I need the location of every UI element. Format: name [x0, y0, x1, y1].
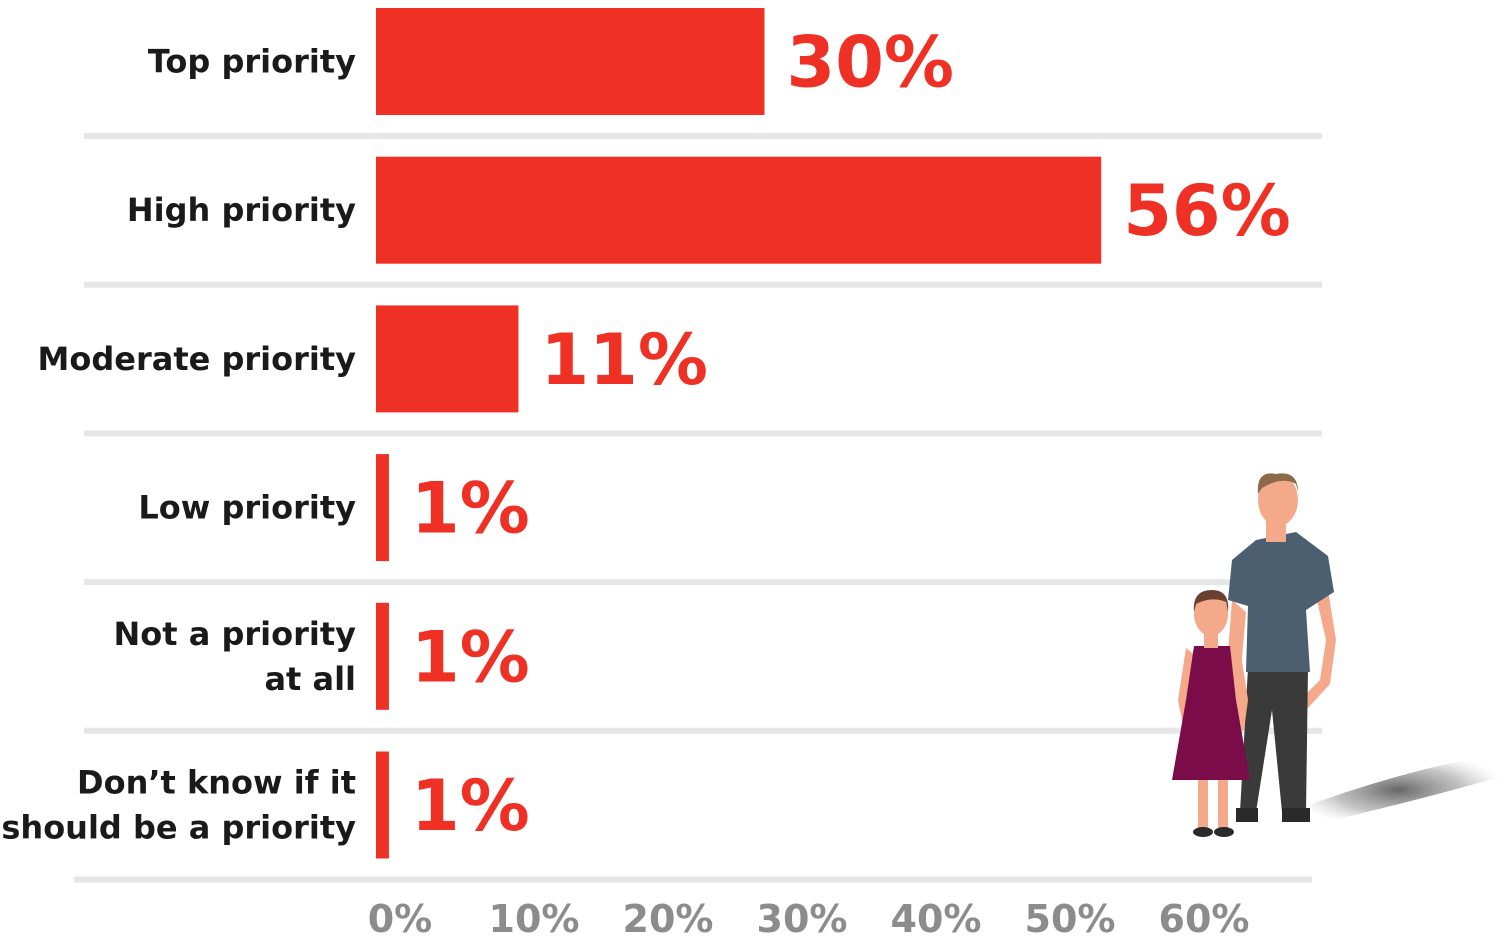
- man-shirt: [1228, 532, 1334, 672]
- girl-leg-right: [1218, 770, 1228, 830]
- value-label-2: 11%: [540, 319, 708, 401]
- man-shoe-left: [1236, 808, 1258, 822]
- bar-2: [376, 305, 519, 413]
- man-shoe-right: [1282, 808, 1310, 822]
- x-tick-0: 0%: [368, 897, 433, 937]
- man-pants: [1240, 668, 1308, 812]
- category-label-5: Don’t know if it should be a priority: [1, 764, 356, 847]
- girl-head: [1194, 592, 1228, 636]
- man-hair: [1257, 473, 1298, 494]
- category-labels: Top priority High priority Moderate priori…: [1, 43, 356, 847]
- x-tick-6: 60%: [1159, 897, 1250, 937]
- x-tick-4: 40%: [891, 897, 982, 937]
- bar-3: [376, 454, 389, 562]
- bar-4: [376, 602, 389, 710]
- value-labels: 30%56%11%1%1%1%: [411, 22, 1291, 848]
- x-tick-1: 10%: [489, 897, 580, 937]
- man-figure: [1226, 473, 1336, 822]
- girl-shoe-left: [1193, 827, 1213, 837]
- x-tick-2: 20%: [623, 897, 714, 937]
- man-head: [1258, 474, 1298, 526]
- value-label-1: 56%: [1123, 170, 1291, 252]
- girl-dress: [1172, 646, 1250, 780]
- category-label-4: Not a priority at all: [114, 615, 357, 698]
- value-label-5: 1%: [411, 765, 530, 847]
- girl-shoe-right: [1214, 827, 1234, 837]
- category-label-2: Moderate priority: [38, 340, 357, 378]
- category-label-3: Low priority: [138, 489, 356, 527]
- man-arm-right: [1300, 590, 1336, 708]
- girl-figure: [1172, 590, 1250, 837]
- bar-5: [376, 751, 389, 859]
- girl-hair: [1193, 590, 1229, 612]
- bar-1: [376, 156, 1102, 264]
- x-tick-5: 50%: [1025, 897, 1116, 937]
- girl-arm-right: [1232, 648, 1248, 730]
- parent-and-child-illustration: [1172, 473, 1507, 837]
- x-tick-3: 30%: [757, 897, 848, 937]
- girl-leg-left: [1198, 770, 1208, 830]
- value-label-0: 30%: [787, 22, 955, 104]
- row-separators: [74, 133, 1322, 883]
- bar-0: [376, 8, 765, 115]
- ground-shadow: [1290, 752, 1507, 828]
- value-label-4: 1%: [411, 616, 530, 698]
- category-label-0: Top priority: [148, 43, 356, 81]
- value-label-3: 1%: [411, 468, 530, 550]
- x-axis-ticks: 0% 10% 20% 30% 40% 50% 60%: [368, 897, 1250, 937]
- bars: [376, 8, 1102, 859]
- category-label-1: High priority: [127, 191, 356, 229]
